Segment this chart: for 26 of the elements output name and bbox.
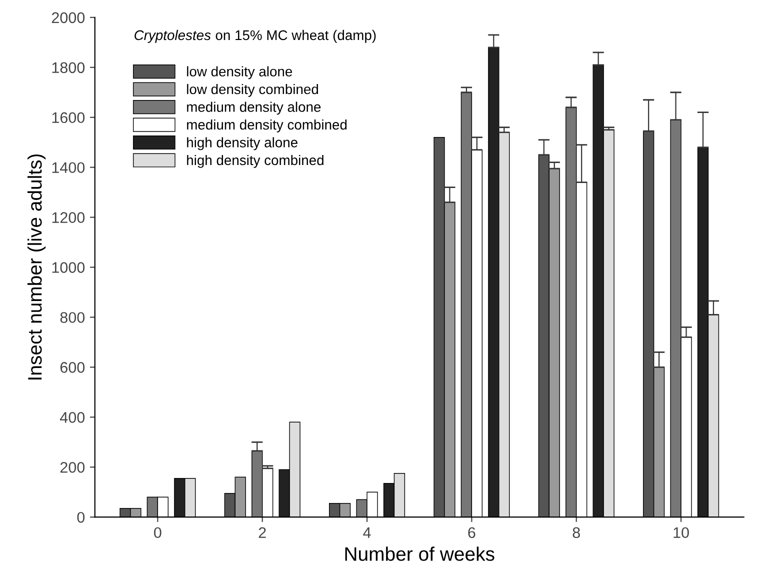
- y-tick-label: 2000: [52, 12, 85, 24]
- legend-label: high density combined: [187, 154, 324, 168]
- y-tick-label: 800: [60, 312, 85, 323]
- text: Cryptolestes on 15% MC wheat (damp): [134, 30, 376, 43]
- x-tick-label: 6: [468, 527, 476, 538]
- y-tick-label: 1800: [52, 62, 85, 74]
- y-tick-label: 1600: [52, 112, 85, 124]
- x-tick-label: 4: [363, 527, 371, 538]
- y-tick-label: 1000: [52, 262, 85, 273]
- y-tick-label: 0: [77, 512, 85, 523]
- y-axis-title: Insect number (live adults): [27, 154, 46, 380]
- x-tick-label: 0: [154, 527, 162, 538]
- legend-label: medium density alone: [187, 102, 321, 115]
- legend-label: low density alone: [187, 66, 292, 80]
- legend-label: high density alone: [187, 137, 298, 150]
- y-tick-label: 600: [60, 362, 85, 373]
- y-tick-label: 400: [60, 412, 85, 423]
- y-tick-label: 1400: [52, 162, 85, 174]
- x-tick-label: 8: [572, 527, 580, 538]
- legend-label: low density combined: [187, 84, 318, 97]
- x-tick-label: 2: [258, 527, 266, 538]
- x-axis-title: Number of weeks: [345, 546, 494, 561]
- x-tick-label: 10: [674, 527, 689, 538]
- y-tick-label: 200: [60, 462, 85, 473]
- legend-label: medium density combined: [187, 119, 347, 132]
- y-tick-label: 1200: [52, 212, 85, 223]
